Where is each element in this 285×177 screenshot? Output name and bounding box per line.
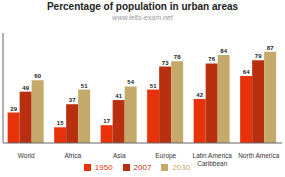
html-text:2030: 2030 (172, 163, 191, 172)
svg-text:42: 42 (196, 92, 203, 98)
svg-text:41: 41 (115, 93, 122, 99)
svg-text:51: 51 (150, 83, 157, 89)
html-text:Percentage of population in ur: Percentage of population in urban areas (46, 1, 239, 12)
html-text:2007: 2007 (133, 163, 152, 172)
svg-text:79: 79 (255, 53, 262, 59)
svg-text:64: 64 (243, 69, 250, 75)
svg-text:73: 73 (162, 60, 169, 66)
svg-text:Latin AmericaCaribbean: Latin AmericaCaribbean (193, 152, 233, 167)
svg-text:76: 76 (208, 56, 215, 62)
html-text:www.ielts-exam.net: www.ielts-exam.net (112, 14, 173, 21)
svg-text:51: 51 (81, 83, 88, 89)
svg-text:60: 60 (34, 73, 41, 79)
svg-text:54: 54 (127, 79, 134, 85)
svg-text:World: World (18, 152, 35, 159)
svg-text:15: 15 (57, 120, 64, 126)
html-text:1950: 1950 (94, 163, 113, 172)
svg-text:17: 17 (103, 118, 110, 124)
svg-text:78: 78 (174, 54, 181, 60)
svg-text:49: 49 (22, 85, 29, 91)
svg-text:North America: North America (238, 152, 277, 159)
svg-text:37: 37 (69, 97, 76, 103)
svg-text:Europe: Europe (155, 152, 176, 160)
svg-text:Asia: Asia (113, 152, 126, 159)
svg-text:29: 29 (10, 106, 17, 112)
svg-text:84: 84 (220, 48, 227, 54)
svg-text:Africa: Africa (64, 152, 81, 159)
svg-text:87: 87 (267, 45, 274, 51)
